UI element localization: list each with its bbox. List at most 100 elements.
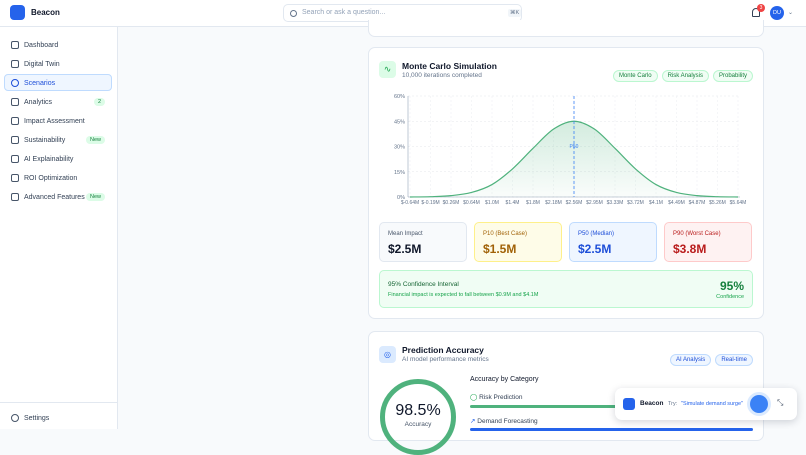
sidebar: Settings Dashboard Digital Twin Scenarios A… [0,27,118,429]
x-tick-label: $0.26M [443,200,460,206]
assistant-widget: Beacon Try: "Simulate demand surge" ⤡ [615,388,797,420]
stat-value: $2.5M [578,242,612,256]
y-tick-label: 15% [394,170,405,176]
nav-icon [11,193,19,201]
stat-card: Mean Impact $2.5M [379,222,467,262]
nav-item[interactable]: Sustainability New [4,131,112,148]
nav-icon [11,117,19,125]
tags: Monte Carlo Risk Analysis Probability [609,64,753,82]
category-name: Risk Prediction [479,394,523,401]
nav-item[interactable]: Impact Assessment [4,112,112,129]
shortcut: ⌘K [508,9,522,17]
page: Beacon Search or ask a question... ⌘K 3 … [0,4,806,455]
stat-value: $2.5M [388,242,422,256]
confidence-value: 95% [719,279,744,293]
nav-label: Scenarios [24,80,56,87]
card-subtitle: AI model performance metrics [402,356,489,363]
x-tick-label: $0.64M [463,200,480,206]
nav-icon [11,41,19,49]
x-tick-label: $2.18M [545,200,562,206]
nav-label: Analytics [24,99,53,106]
y-tick-label: 45% [394,119,405,125]
x-tick-label: $-0.64M [401,200,419,206]
nav-item[interactable]: ROI Optimization [4,169,112,186]
nav-icon [11,174,19,182]
x-tick-label: $4.1M [649,200,663,206]
category-label: ↗ Demand Forecasting [470,418,538,425]
collapse-button[interactable]: ⤡ [777,398,784,407]
chevron: ⌄ [788,10,794,16]
tag: Monte Carlo [612,70,658,82]
nav-item[interactable]: Analytics 2 [4,93,112,110]
nav-label: Dashboard [24,42,59,49]
nav-label: AI Explainability [24,156,74,163]
nav-item[interactable]: Dashboard [4,36,112,53]
nav-icon [11,136,19,144]
icon: ◎ [379,346,396,363]
progress-bar [470,405,753,408]
icon [11,414,19,422]
area [410,121,738,197]
assistant-suggestion[interactable]: "Simulate demand surge" [681,401,743,407]
stat-value: $3.8M [673,242,707,256]
settings-label: Settings [24,415,50,422]
nav-label: Advanced Features [24,194,85,201]
x-tick-label: $5.26M [709,200,726,206]
confidence-title: 95% Confidence Interval [388,281,459,288]
nav-item[interactable]: Digital Twin [4,55,112,72]
nav-icon [11,98,19,106]
avatar[interactable]: DU [770,6,784,20]
stat-label: P10 (Best Case) [483,231,528,237]
nav-badge: 2 [93,98,105,106]
tag: Probability [712,70,753,82]
bell[interactable] [752,8,760,17]
stat-card: P50 (Median) $2.5M [569,222,657,262]
confidence-text: Financial impact is expected to fall bet… [388,292,539,298]
x-tick-label: $2.95M [586,200,603,206]
y-tick-label: 60% [394,94,405,100]
nav-icon [11,79,19,87]
nav-label: ROI Optimization [24,175,78,182]
search-placeholder: Search or ask a question... [302,9,386,16]
stat-label: P90 (Worst Case) [673,231,721,237]
x-tick-label: $4.87M [689,200,706,206]
card-title: Prediction Accuracy [402,345,484,355]
stat-label: Mean Impact [388,231,423,237]
logo[interactable] [10,5,25,20]
icon: ∿ [379,61,396,78]
category-name: Demand Forecasting [477,418,538,425]
tag: Risk Analysis [661,70,709,82]
tags: AI Analysis Real-time [666,348,753,366]
nav-item[interactable]: Scenarios [4,74,112,91]
nav-item[interactable]: AI Explainability [4,150,112,167]
mic-button[interactable] [750,395,768,413]
search-icon [290,10,297,17]
tag: Real-time [715,354,753,366]
x-tick-label: $4.49M [668,200,685,206]
nav-label: Sustainability [24,137,66,144]
nav-item[interactable]: Advanced Features New [4,188,112,205]
assistant-brand: Beacon [640,400,664,407]
tag: AI Analysis [669,354,712,366]
distribution-chart: 0% 15% 30% 45% 60% $-0.64M $-0.19M $0.26M $0.64M… [394,94,746,206]
marker-label: P50 [570,144,579,150]
x-tick-label: $1.8M [526,200,540,206]
stat-value: $1.5M [483,242,517,256]
assistant-logo [623,398,635,410]
progress-bar [470,428,753,431]
nav-badge: New [85,136,105,144]
x-tick-label: $1.4M [506,200,520,206]
category-label: ◯ Risk Prediction [470,394,523,401]
settings[interactable]: Settings [4,409,112,426]
nav-label: Digital Twin [24,61,60,68]
card-title: Monte Carlo Simulation [402,61,497,71]
x-tick-label: $3.72M [627,200,644,206]
stat-label: P50 (Median) [578,231,615,237]
accuracy-card: ◎ Prediction Accuracy AI model performan… [368,331,764,455]
nav-icon [11,60,19,68]
stat-card: P90 (Worst Case) $3.8M [664,222,752,262]
card-subtitle: 10,000 iterations completed [402,72,482,79]
x-tick-label: $3.33M [607,200,624,206]
previous-card [368,20,764,37]
y-tick-label: 30% [394,145,405,151]
